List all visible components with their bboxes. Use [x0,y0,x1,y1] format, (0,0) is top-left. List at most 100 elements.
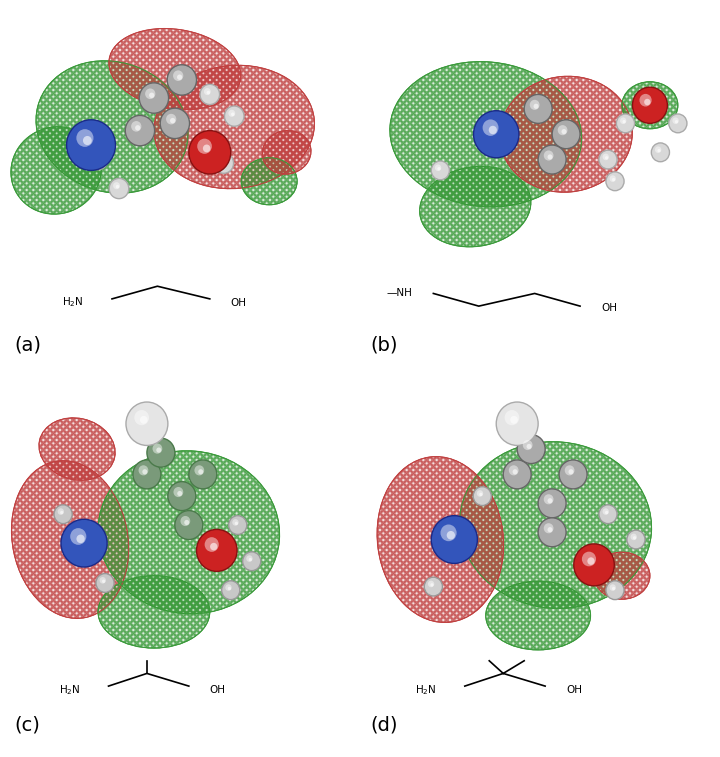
Circle shape [89,149,108,170]
Circle shape [644,98,650,105]
Circle shape [605,156,608,160]
Ellipse shape [36,61,188,193]
Circle shape [140,416,148,424]
Circle shape [606,172,624,191]
Circle shape [559,460,587,489]
Circle shape [431,516,477,563]
Ellipse shape [12,461,129,618]
Circle shape [235,522,238,525]
Circle shape [513,469,518,475]
Text: (b): (b) [371,336,398,355]
Circle shape [632,87,667,123]
Circle shape [655,146,661,153]
Circle shape [562,129,567,134]
Text: (d): (d) [371,716,398,735]
Text: H$_2$N: H$_2$N [63,295,84,310]
Circle shape [246,556,253,562]
Circle shape [446,531,455,540]
Ellipse shape [262,130,311,174]
Circle shape [496,402,538,445]
Circle shape [174,487,184,497]
Circle shape [228,110,235,117]
Circle shape [248,558,252,561]
Circle shape [203,145,210,152]
Circle shape [612,587,616,590]
Circle shape [480,493,482,496]
Circle shape [126,402,168,445]
Circle shape [530,100,539,110]
Circle shape [612,178,616,181]
Ellipse shape [500,76,632,192]
Circle shape [220,160,224,164]
Circle shape [616,114,634,132]
Circle shape [131,121,141,132]
Ellipse shape [39,418,115,480]
Circle shape [657,149,661,152]
Circle shape [538,489,566,518]
Circle shape [534,104,539,109]
Circle shape [231,113,235,116]
Circle shape [437,167,441,170]
Circle shape [620,117,626,124]
Circle shape [229,516,247,534]
Circle shape [198,469,203,475]
Circle shape [200,84,220,104]
Circle shape [177,491,182,496]
Circle shape [639,94,652,107]
Circle shape [547,498,552,503]
Ellipse shape [622,82,678,129]
Text: OH: OH [601,303,617,313]
Circle shape [431,161,449,180]
Circle shape [138,466,148,475]
Circle shape [116,185,120,188]
Circle shape [160,108,189,139]
Ellipse shape [241,157,297,205]
Circle shape [83,136,91,145]
Circle shape [102,580,105,583]
Circle shape [544,523,554,534]
Circle shape [184,520,189,525]
Circle shape [603,154,609,160]
Circle shape [558,125,567,136]
Circle shape [61,519,107,567]
Circle shape [489,126,497,134]
Circle shape [603,508,609,515]
Circle shape [477,491,483,497]
Circle shape [233,519,238,525]
Circle shape [109,179,129,198]
Text: (c): (c) [14,716,40,735]
Circle shape [599,150,617,169]
Circle shape [505,410,519,425]
Circle shape [54,505,72,524]
Circle shape [218,157,225,164]
Circle shape [66,120,115,170]
Circle shape [214,153,233,173]
Circle shape [125,115,155,146]
Circle shape [166,114,176,124]
Circle shape [672,117,679,124]
Circle shape [243,552,261,571]
Text: OH: OH [230,298,247,307]
Circle shape [113,182,120,189]
Circle shape [574,544,614,586]
Circle shape [517,435,545,463]
Circle shape [606,581,624,600]
Circle shape [170,118,175,123]
Circle shape [544,151,554,160]
Ellipse shape [109,29,240,110]
Ellipse shape [459,441,652,609]
Circle shape [631,534,637,540]
Ellipse shape [390,61,582,207]
Circle shape [582,552,596,566]
Ellipse shape [98,450,279,614]
Circle shape [564,466,575,475]
Text: —NH: —NH [387,288,413,298]
Circle shape [167,65,197,95]
Circle shape [610,176,616,182]
Text: H$_2$N: H$_2$N [59,683,81,696]
Circle shape [210,543,217,550]
Circle shape [633,536,636,540]
Circle shape [547,154,552,160]
Circle shape [435,164,441,171]
Circle shape [669,114,687,132]
